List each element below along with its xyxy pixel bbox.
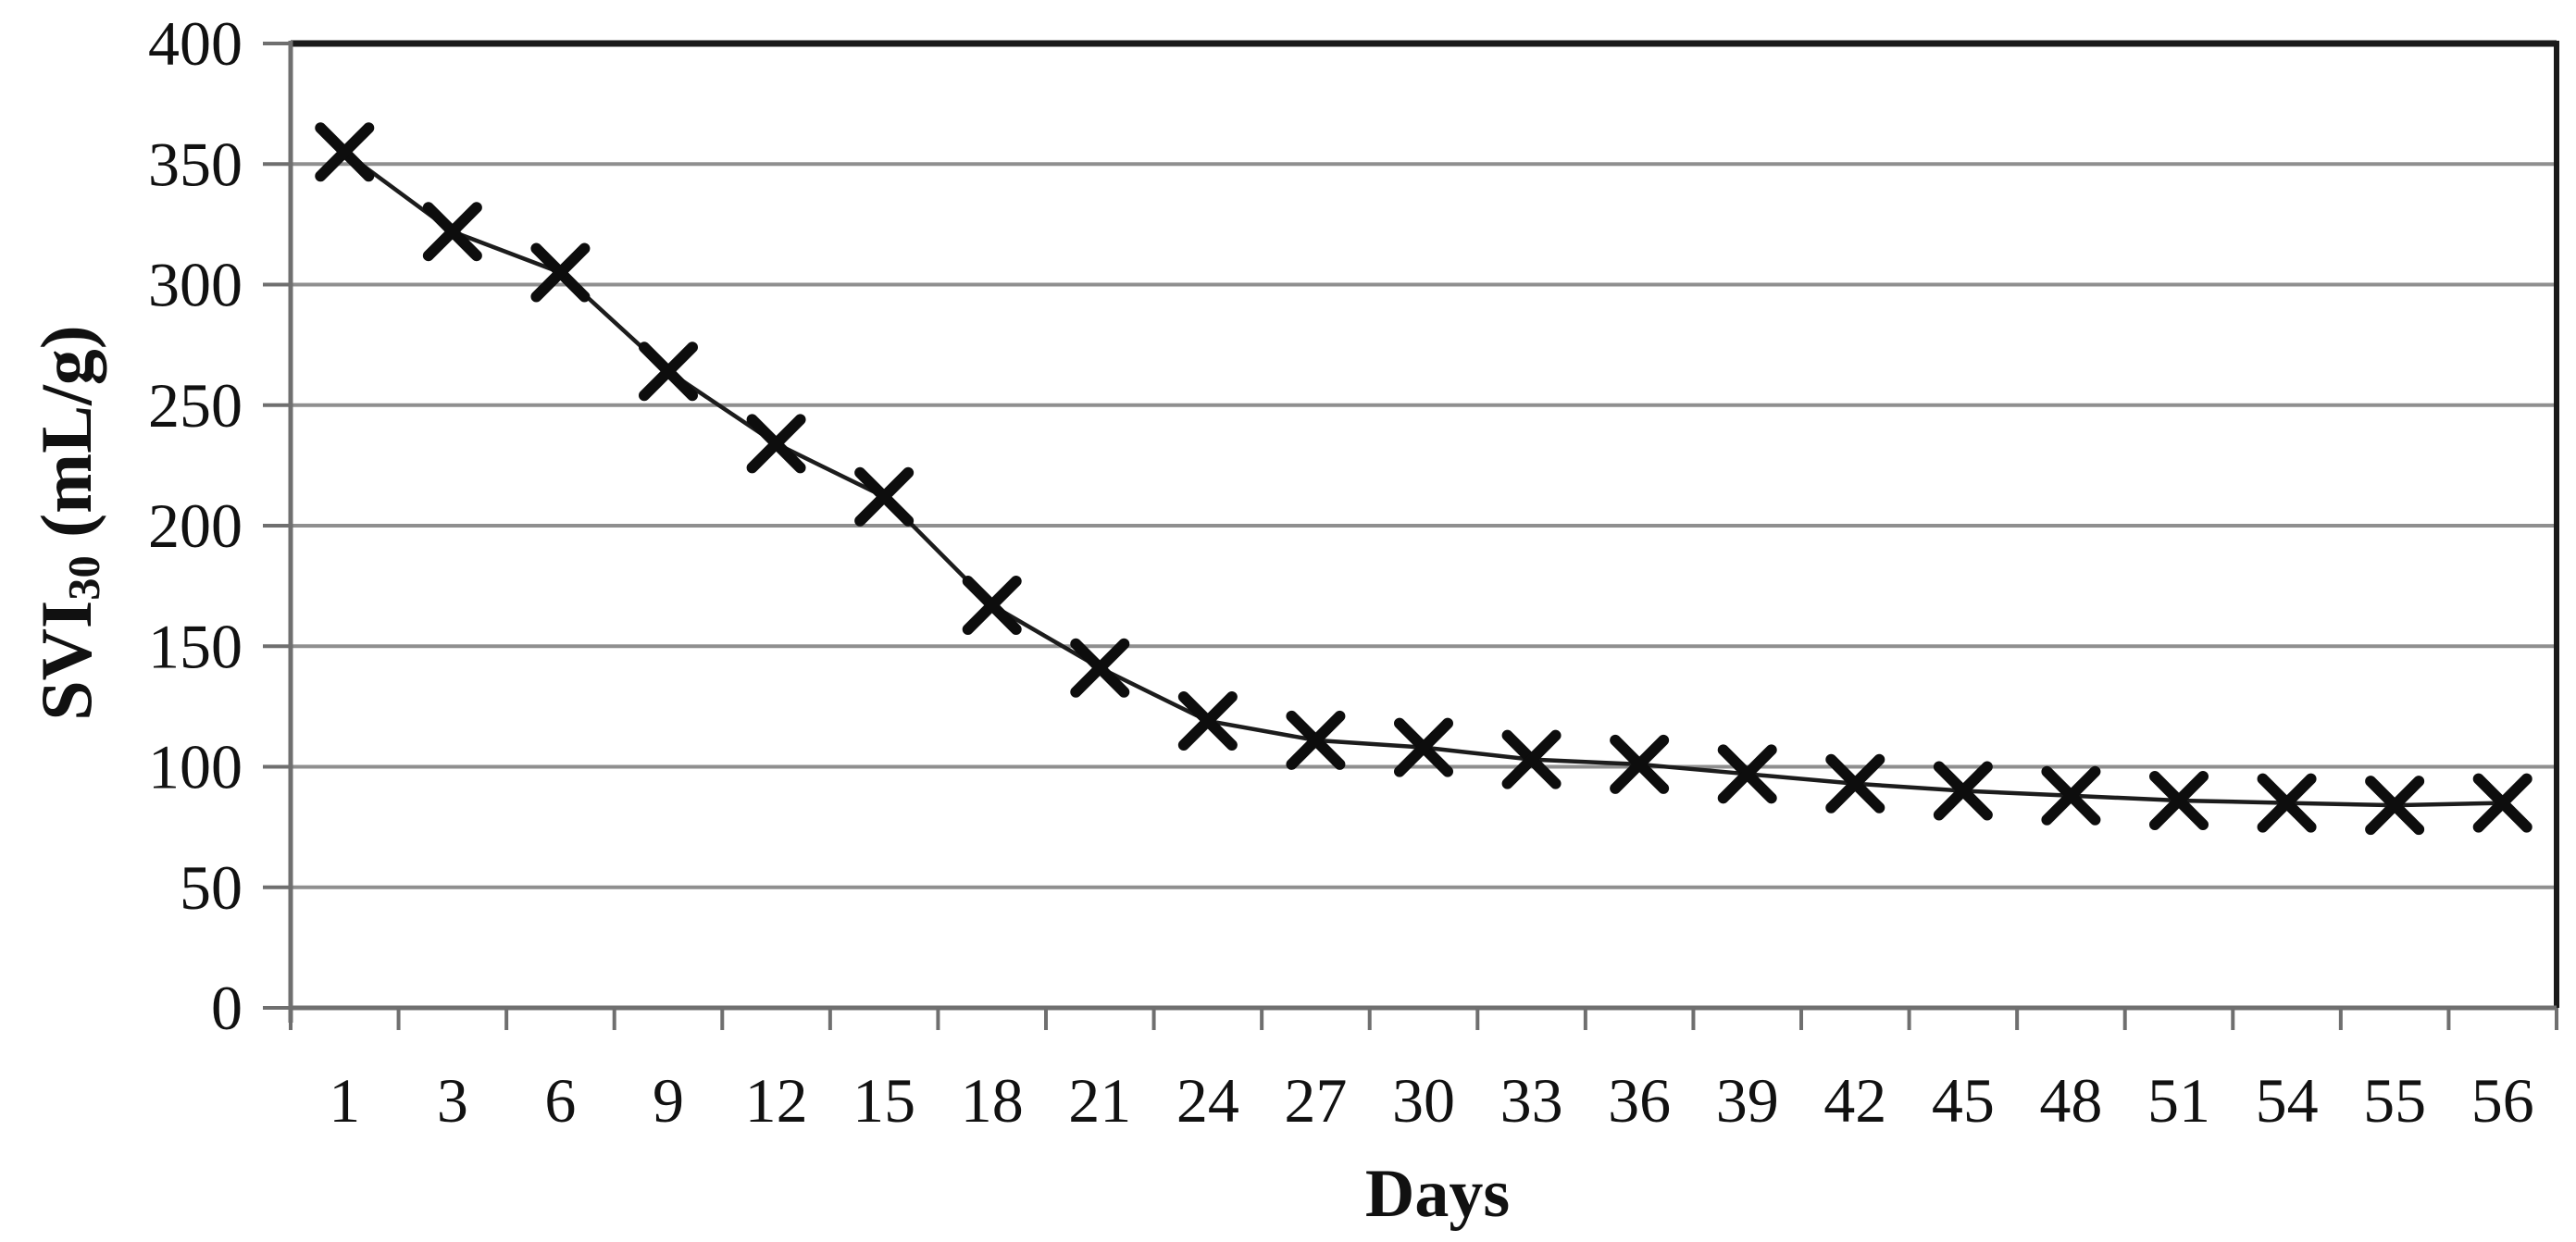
x-tick-label: 3 bbox=[437, 1065, 468, 1136]
y-tick-label: 0 bbox=[211, 973, 243, 1043]
x-tick-label: 48 bbox=[2039, 1065, 2102, 1136]
x-tick-label: 12 bbox=[745, 1065, 808, 1136]
x-tick-label: 24 bbox=[1176, 1065, 1239, 1136]
x-tick-label: 30 bbox=[1392, 1065, 1455, 1136]
marker-stroke bbox=[1177, 691, 1238, 751]
y-tick-label: 350 bbox=[148, 129, 243, 199]
x-axis-title: Days bbox=[1364, 1156, 1511, 1232]
y-axis-title: SVI30 (mL/g) bbox=[16, 153, 118, 893]
marker-stroke bbox=[854, 466, 915, 527]
data-point-marker bbox=[1933, 761, 1993, 821]
y-tick-label: 200 bbox=[148, 491, 243, 561]
x-tick-label: 36 bbox=[1608, 1065, 1671, 1136]
marker-stroke bbox=[315, 122, 375, 182]
x-tick-label: 45 bbox=[1932, 1065, 1995, 1136]
y-tick-label: 400 bbox=[148, 8, 243, 79]
marker-stroke bbox=[2257, 773, 2317, 833]
data-point-marker bbox=[1610, 734, 1670, 794]
x-tick-label: 42 bbox=[1823, 1065, 1886, 1136]
data-point-marker bbox=[1070, 638, 1130, 698]
marker-stroke bbox=[530, 242, 591, 303]
data-point-marker bbox=[1286, 710, 1346, 770]
marker-stroke bbox=[1501, 729, 1562, 789]
x-tick-label: 51 bbox=[2147, 1065, 2210, 1136]
y-tick-label: 300 bbox=[148, 250, 243, 320]
x-tick-label: 33 bbox=[1500, 1065, 1563, 1136]
y-axis-title-unit: (mL/g) bbox=[26, 325, 106, 556]
marker-stroke bbox=[1286, 710, 1346, 770]
marker-stroke bbox=[639, 342, 698, 402]
x-tick-label: 55 bbox=[2363, 1065, 2426, 1136]
y-tick-label: 50 bbox=[180, 852, 243, 923]
marker-stroke bbox=[1933, 761, 1993, 821]
data-point-marker bbox=[2041, 765, 2101, 826]
marker-stroke bbox=[2365, 776, 2425, 836]
marker-stroke bbox=[1717, 744, 1777, 804]
series-line bbox=[342, 150, 2503, 808]
marker-stroke bbox=[1825, 753, 1885, 814]
data-point-marker bbox=[2257, 773, 2317, 833]
x-tick-label: 9 bbox=[653, 1065, 684, 1136]
x-tick-label: 18 bbox=[961, 1065, 1024, 1136]
gridlines-group bbox=[291, 40, 2557, 1010]
series-group bbox=[315, 122, 2532, 836]
data-point-marker bbox=[962, 575, 1022, 635]
y-axis-title-subscript: 30 bbox=[59, 555, 109, 601]
data-point-marker bbox=[854, 466, 915, 527]
y-axis-title-main: SVI bbox=[26, 600, 106, 721]
data-point-marker bbox=[1717, 744, 1777, 804]
data-point-marker bbox=[1177, 691, 1238, 751]
marker-stroke bbox=[962, 575, 1022, 635]
x-tick-label: 15 bbox=[852, 1065, 915, 1136]
y-tick-label: 100 bbox=[148, 732, 243, 802]
x-tick-label: 6 bbox=[544, 1065, 576, 1136]
x-tick-label: 54 bbox=[2256, 1065, 2319, 1136]
axes-group bbox=[263, 41, 2559, 1030]
data-point-marker bbox=[315, 122, 375, 182]
data-point-marker bbox=[639, 342, 698, 402]
marker-stroke bbox=[422, 202, 482, 262]
data-point-marker bbox=[2472, 773, 2532, 833]
data-point-marker bbox=[2149, 770, 2209, 830]
x-tick-label: 1 bbox=[329, 1065, 360, 1136]
y-tick-label: 250 bbox=[148, 370, 243, 441]
marker-stroke bbox=[2472, 773, 2532, 833]
data-point-marker bbox=[1394, 717, 1453, 777]
x-tick-label: 27 bbox=[1284, 1065, 1347, 1136]
x-tick-label: 39 bbox=[1716, 1065, 1779, 1136]
marker-stroke bbox=[746, 414, 806, 474]
data-point-marker bbox=[746, 414, 806, 474]
y-tick-label: 150 bbox=[148, 611, 243, 681]
marker-stroke bbox=[1394, 717, 1453, 777]
marker-stroke bbox=[1070, 638, 1130, 698]
data-point-marker bbox=[2365, 776, 2425, 836]
data-point-marker bbox=[530, 242, 591, 303]
data-point-marker bbox=[1825, 753, 1885, 814]
marker-stroke bbox=[2149, 770, 2209, 830]
marker-stroke bbox=[1610, 734, 1670, 794]
marker-stroke bbox=[2041, 765, 2101, 826]
x-tick-label: 21 bbox=[1068, 1065, 1131, 1136]
data-point-marker bbox=[1501, 729, 1562, 789]
data-point-marker bbox=[422, 202, 482, 262]
x-tick-label: 56 bbox=[2471, 1065, 2534, 1136]
